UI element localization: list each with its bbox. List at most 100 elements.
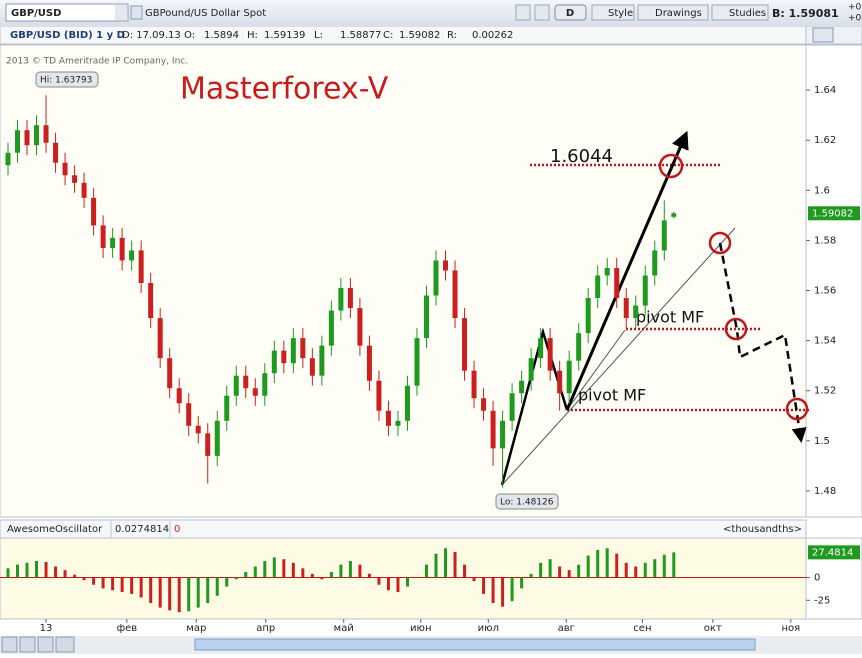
period-label: D <box>566 8 574 19</box>
oscillator-bar <box>111 577 115 591</box>
oscillator-pane <box>0 537 807 620</box>
candle-body <box>671 213 677 217</box>
study-value: 0.0274814 <box>115 524 169 535</box>
studies-button[interactable] <box>711 4 769 21</box>
high-badge <box>35 71 99 88</box>
date: D: 17.09.13 <box>122 30 181 41</box>
oscillator-bar <box>377 577 381 585</box>
candle-body <box>433 260 439 296</box>
low-badge <box>495 493 559 510</box>
close-value: 1.59082 <box>399 30 440 41</box>
candle-body <box>5 152 11 166</box>
candle-body <box>595 275 601 299</box>
open-value: 1.5894 <box>204 30 239 41</box>
oscillator-bar <box>63 570 67 578</box>
candle-body <box>490 410 496 449</box>
bid-price: B: 1.59081 <box>772 7 839 20</box>
range-label: R: <box>447 30 457 41</box>
candle-body <box>661 220 667 251</box>
candle-body <box>62 162 68 176</box>
candle-body <box>528 358 534 381</box>
trend-line <box>566 329 626 411</box>
tool-button[interactable] <box>534 4 550 21</box>
oscillator-bar <box>54 566 58 578</box>
candle-body <box>366 345 372 381</box>
candle-body <box>557 370 563 394</box>
style-button[interactable] <box>591 4 635 21</box>
oscillator-bar <box>310 573 314 578</box>
high-label: H: <box>247 30 258 41</box>
pivot-label: pivot MF <box>636 308 704 327</box>
change-bottom: +0 <box>848 14 862 24</box>
candle-body <box>34 125 40 146</box>
candle-body <box>614 267 620 299</box>
candle-body <box>100 225 106 248</box>
candle-body <box>91 197 97 226</box>
oscillator-bar <box>386 577 390 591</box>
y-tick-label: 1.64 <box>814 85 836 96</box>
scroll-thumb[interactable] <box>194 638 756 651</box>
y-tick-label: 1.58 <box>814 235 836 246</box>
oscillator-bar <box>548 559 552 578</box>
settings-button[interactable] <box>812 27 834 43</box>
candle-body <box>214 420 220 456</box>
oscillator-bar <box>367 573 371 578</box>
low-value: 1.58877 <box>340 30 381 41</box>
x-tick-label: фев <box>117 623 138 634</box>
candle-body <box>328 310 334 346</box>
oscillator-bar <box>158 577 162 608</box>
candle-body <box>623 298 629 319</box>
pan-button[interactable] <box>1 636 18 653</box>
oscillator-bar <box>206 577 210 604</box>
oscillator-bar <box>44 561 48 578</box>
candle-body <box>24 130 30 146</box>
candle-body <box>205 433 211 456</box>
oscillator-bar <box>253 566 257 578</box>
candle-body <box>224 395 230 421</box>
candle-body <box>119 237 125 261</box>
candle-body <box>423 295 429 339</box>
high-value: 1.59139 <box>264 30 305 41</box>
x-tick-label: апр <box>256 623 275 634</box>
tool-button[interactable] <box>515 4 531 21</box>
low-annotation: Lo: 1.48126 <box>500 498 554 508</box>
oscillator-bar <box>672 552 676 578</box>
oscillator-bar <box>529 573 533 578</box>
candle-body <box>157 318 163 359</box>
candle-body <box>509 393 515 421</box>
fit-button[interactable] <box>55 636 75 653</box>
price-pane <box>0 44 807 518</box>
oscillator-bar <box>25 562 29 578</box>
candle-body <box>43 125 49 143</box>
zoom-out-button[interactable] <box>37 636 54 653</box>
x-tick-label: сен <box>633 623 651 634</box>
candle-body <box>376 380 382 411</box>
candle-body <box>576 333 582 361</box>
studies-label: Studies <box>729 8 766 19</box>
zoom-in-button[interactable] <box>19 636 36 653</box>
last-value-box <box>808 545 860 560</box>
oscillator-bar <box>187 577 191 612</box>
candle-body <box>566 360 572 394</box>
high-annotation: Hi: 1.63793 <box>40 76 92 86</box>
symbol-input[interactable] <box>5 3 129 22</box>
candle-body <box>281 350 287 364</box>
study-title: AwesomeOscillator <box>7 524 103 535</box>
period-button[interactable] <box>554 4 587 21</box>
candle-body <box>452 270 458 319</box>
symbol-dropdown[interactable] <box>115 5 127 20</box>
candle-body <box>471 370 477 399</box>
oscillator-bar <box>177 577 181 613</box>
oscillator-bar <box>149 577 153 604</box>
symbol-menu[interactable] <box>130 5 143 20</box>
y-tick-label: 1.52 <box>814 386 836 397</box>
drawings-button[interactable] <box>637 4 709 21</box>
candle-body <box>462 318 468 371</box>
oscillator-bar <box>73 574 77 578</box>
target-label: 1.6044 <box>550 146 613 167</box>
oscillator-bar <box>539 562 543 578</box>
candle-body <box>148 283 154 319</box>
oscillator-bar <box>282 559 286 578</box>
range-value: 0.00262 <box>472 30 513 41</box>
